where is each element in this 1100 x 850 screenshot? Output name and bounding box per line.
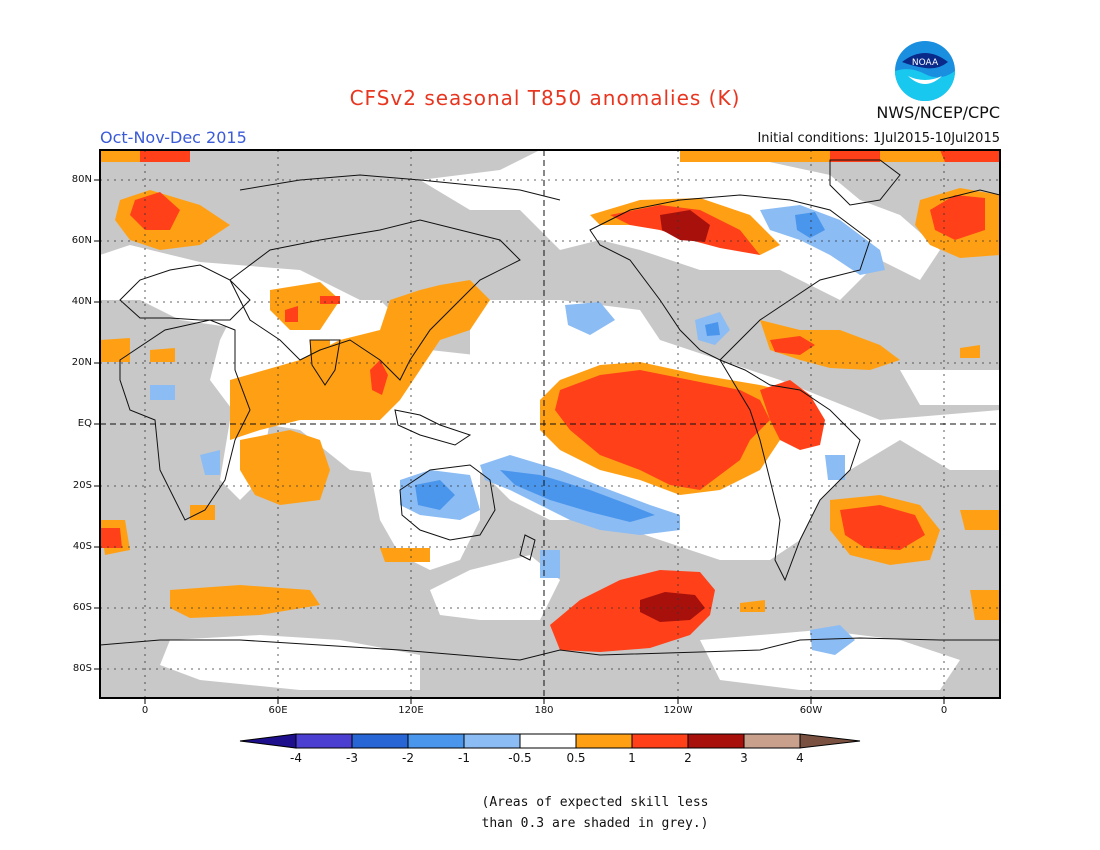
legend-label-minus1: -1 [458,751,470,765]
lon-label-60w: 60W [799,705,823,716]
lat-label-40n: 40N [71,296,92,307]
lon-label-60e: 60E [268,705,288,716]
lon-label-0-right: 0 [940,705,948,716]
season-label: Oct-Nov-Dec 2015 [100,128,247,147]
legend-label-1: 1 [628,751,636,765]
warm-anomaly-strong [640,210,710,622]
lat-label-20n: 20N [71,357,92,368]
lon-label-0-left: 0 [141,705,149,716]
chart-title: CFSv2 seasonal T850 anomalies (K) [349,86,741,110]
legend-label-4: 4 [796,751,804,765]
legend-label-minus2: -2 [402,751,414,765]
agency-label: NWS/NCEP/CPC [876,103,1000,122]
lon-label-120w: 120W [663,705,693,716]
legend-label-minus05: -0.5 [508,751,532,765]
svg-text:NOAA: NOAA [912,58,939,68]
cold-anomaly-medium [415,212,825,522]
lat-label-40s: 40S [72,541,92,552]
skill-footnote-line1: (Areas of expected skill less [481,795,709,810]
lat-label-20s: 20S [72,480,92,491]
lon-label-180: 180 [534,705,554,716]
lon-label-120e: 120E [398,705,424,716]
skill-footnote-line2: than 0.3 are shaded in grey.) [481,816,709,831]
lat-label-eq: EQ [77,418,92,429]
initial-conditions-label: Initial conditions: 1Jul2015-10Jul2015 [757,131,1000,146]
lat-label-80s: 80S [72,663,92,674]
lat-label-60n: 60N [71,235,92,246]
equator-dateline [100,150,1000,698]
noaa-logo: NOAA [895,41,955,101]
legend-label-2: 2 [684,751,692,765]
lat-label-60s: 60S [72,602,92,613]
ticks [94,179,945,704]
legend-label-05: 0.5 [566,751,586,765]
lat-label-80n: 80N [71,174,92,185]
legend-label-minus3: -3 [346,751,358,765]
warm-anomaly-medium [100,150,1000,652]
skill-footnote: (Areas of expected skill less than 0.3 a… [0,792,1100,834]
legend-label-3: 3 [740,751,748,765]
legend-label-minus4: -4 [290,751,302,765]
coastlines [100,159,1000,661]
